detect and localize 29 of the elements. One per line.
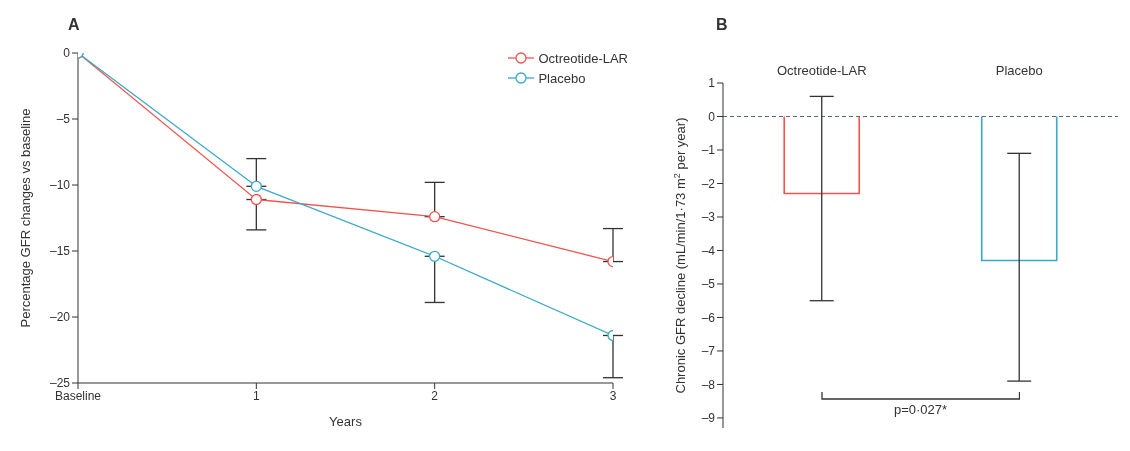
point <box>250 193 262 206</box>
point <box>429 211 441 223</box>
y-tick-label: –5 <box>56 112 71 127</box>
annotation: p=0·027* <box>892 401 949 417</box>
y-tick-label: –1 <box>701 143 716 158</box>
y-tick-label: –10 <box>49 178 71 193</box>
y-tick-label: –2 <box>701 176 716 191</box>
y-tick-label: –4 <box>701 243 716 258</box>
legend-label: Octreotide-LAR <box>538 50 628 66</box>
y-axis-title: Percentage GFR changes vs baseline <box>18 108 33 328</box>
y-tick-label: –9 <box>701 411 716 426</box>
chart-title: B <box>716 16 728 34</box>
chart-title: A <box>68 16 80 34</box>
x-tick-label: 2 <box>431 388 439 403</box>
y-tick-label: –20 <box>49 310 71 325</box>
y-tick-label: –6 <box>701 310 716 325</box>
x-tick-label: 1 <box>252 388 260 403</box>
y-tick-label: –7 <box>701 344 716 359</box>
y-tick-label: –15 <box>49 244 71 259</box>
y-tick-label: 0 <box>63 46 71 61</box>
y-tick-label: 1 <box>708 76 716 91</box>
y-tick-label: –3 <box>701 210 716 225</box>
x-tick-label: 3 <box>609 388 617 403</box>
y-tick-label: –25 <box>49 376 71 391</box>
x-axis-title: Years <box>329 414 363 429</box>
y-tick-label: –8 <box>701 377 716 392</box>
y-tick-label: –5 <box>701 277 716 292</box>
x-tick-label: Baseline <box>54 388 102 403</box>
y-tick-label: 0 <box>708 109 716 124</box>
